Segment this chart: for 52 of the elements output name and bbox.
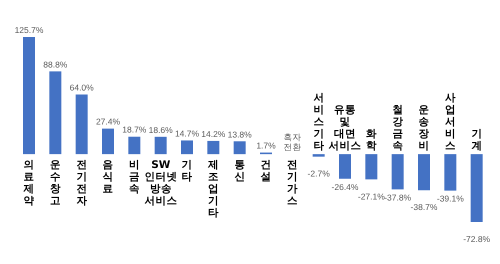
bar (339, 154, 351, 179)
data-label: 125.7% (14, 25, 44, 35)
data-label: 18.6% (148, 124, 174, 135)
bar (418, 154, 430, 190)
bar (207, 140, 220, 154)
bar (102, 128, 114, 154)
data-label: -37.8% (384, 192, 412, 202)
x-tick-label: 운송장비 (418, 104, 430, 152)
data-label: -72.8% (463, 234, 491, 244)
data-label: -39.1% (436, 194, 464, 204)
x-tick-label: SW 인터넷 방송서비스 (144, 159, 178, 208)
data-label: 27.4% (96, 116, 120, 127)
data-label: -2.7% (308, 168, 330, 179)
bar (49, 71, 62, 154)
x-tick-label: 건설 (260, 159, 272, 184)
x-tick-label: 철강금속 (392, 104, 404, 152)
data-label: 88.8% (43, 59, 68, 70)
data-label: 13.8% (228, 129, 252, 140)
x-tick-label: 비금속 (129, 159, 140, 196)
bar (365, 154, 378, 180)
bar (392, 154, 404, 190)
data-label: -27.1% (358, 191, 386, 202)
bar (128, 136, 140, 154)
x-tick-label: 서비스기타 (313, 92, 324, 152)
bar (154, 136, 167, 154)
x-tick-label: 사업서비스 (445, 92, 456, 152)
data-label: 14.2% (201, 128, 226, 139)
text: 흑자전환 (284, 133, 302, 154)
data-label: 14.7% (174, 128, 200, 138)
x-tick-label: 전기전자 (76, 159, 88, 208)
x-tick-label: 화학 (366, 128, 377, 152)
x-tick-label: 기계 (471, 128, 482, 152)
bar (470, 154, 483, 222)
x-tick-label: 음식료 (102, 159, 114, 196)
bar (76, 94, 88, 154)
data-label: -26.4% (332, 182, 359, 192)
data-label: -38.7% (410, 202, 438, 212)
bar (23, 37, 35, 154)
bar (444, 154, 456, 191)
data-label: 64.0% (70, 82, 94, 93)
data-label: 1.7% (256, 140, 276, 151)
x-tick-label: 전기가스 (287, 159, 298, 208)
x-tick-label: 기타 (182, 159, 193, 184)
x-tick-label: 통신 (234, 159, 246, 184)
x-tick-label: 유통 및 대면서비스 (328, 104, 362, 152)
x-tick-label: 운수창고 (50, 159, 61, 208)
bar (181, 140, 193, 154)
x-tick-label: 의료제약 (22, 159, 35, 208)
data-label: 18.7% (122, 124, 147, 135)
bar (312, 154, 325, 157)
bar (234, 141, 246, 154)
x-tick-label: 제조업기타 (207, 159, 219, 220)
